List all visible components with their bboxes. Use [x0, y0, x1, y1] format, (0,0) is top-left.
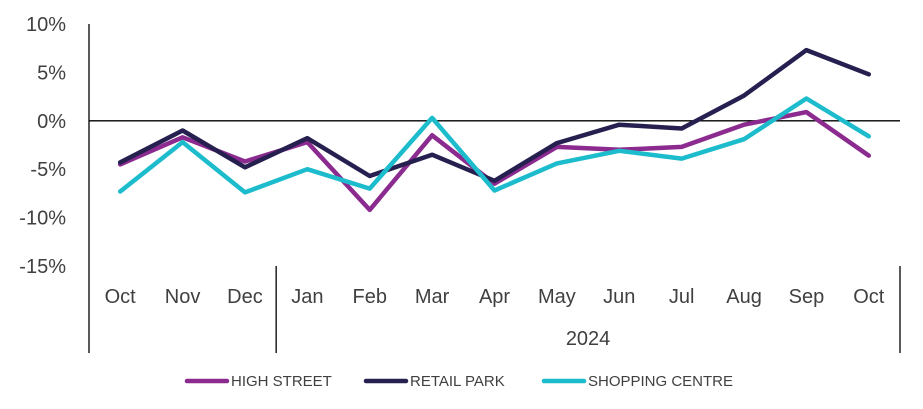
x-tick-label: Nov [165, 286, 201, 308]
y-tick-label: -15% [19, 256, 66, 278]
x-axis-ticks: Oct Nov Dec Jan Feb Mar Apr May Jun Jul Aug Sep Oct 2… [105, 286, 885, 350]
series-line-retail-park [117, 47, 872, 184]
y-tick-label: 0% [37, 111, 66, 133]
y-axis-ticks: 10% 5% 0% -5% -10% -15% [19, 14, 66, 278]
x-tick-label: May [538, 286, 576, 308]
legend-item: HIGH STREET [184, 373, 332, 390]
x-tick-label: Sep [789, 286, 825, 308]
y-tick-label: -5% [30, 159, 66, 181]
legend-label: RETAIL PARK [410, 373, 505, 390]
series-layer [117, 47, 872, 213]
x-tick-label: Mar [415, 286, 450, 308]
y-tick-label: 10% [26, 14, 66, 36]
y-tick-label: 5% [37, 62, 66, 84]
legend: HIGH STREET RETAIL PARK SHOPPING CENTRE [184, 373, 733, 390]
x-tick-label: Feb [352, 286, 386, 308]
x-tick-label: Oct [105, 286, 137, 308]
x-tick-label: Jul [669, 286, 695, 308]
x-group-label: 2024 [566, 328, 611, 350]
y-tick-label: -10% [19, 208, 66, 230]
x-tick-label: Jan [291, 286, 323, 308]
x-tick-label: Apr [479, 286, 510, 308]
series-line-high-street [117, 109, 872, 213]
x-tick-label: Jun [603, 286, 635, 308]
legend-item: RETAIL PARK [363, 373, 505, 390]
legend-label: SHOPPING CENTRE [588, 373, 733, 390]
legend-label: HIGH STREET [231, 373, 332, 390]
x-tick-label: Dec [227, 286, 263, 308]
legend-item: SHOPPING CENTRE [541, 373, 733, 390]
x-tick-label: Oct [853, 286, 885, 308]
series-line-shopping-centre [117, 96, 872, 195]
x-tick-label: Aug [726, 286, 762, 308]
